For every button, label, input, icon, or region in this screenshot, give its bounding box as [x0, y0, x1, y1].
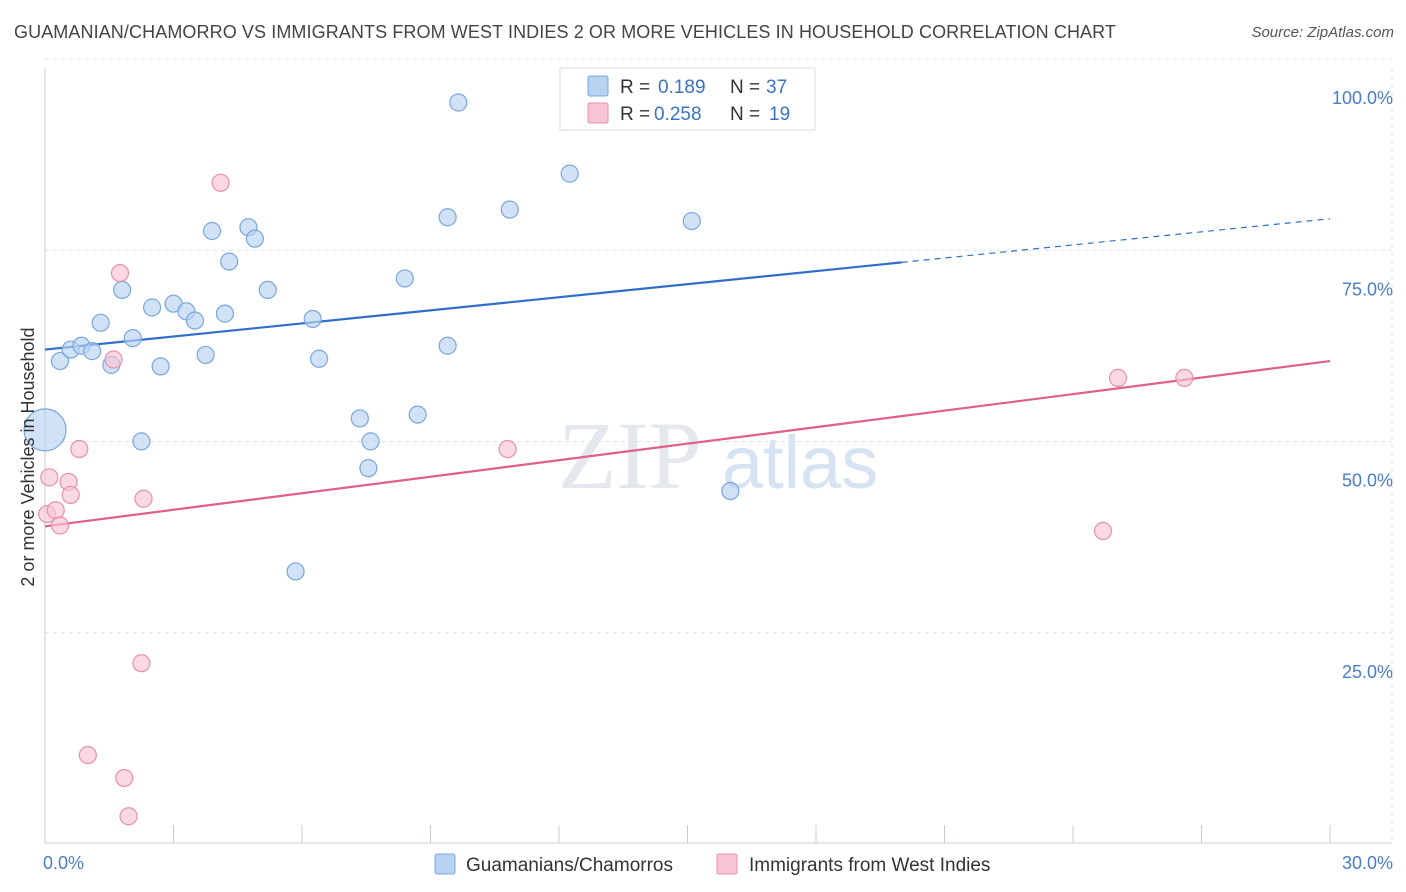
- guamanian-point-14: [185, 311, 205, 330]
- legend-r-value-1: 0.189: [658, 77, 706, 98]
- y-axis-label: 2 or more Vehicles in Household: [18, 327, 38, 586]
- legend-n-value-1: 37: [766, 77, 787, 98]
- guamanian-point-17: [215, 304, 234, 323]
- guamanian-point-26: [359, 459, 378, 478]
- west-indies-point-12: [132, 654, 151, 673]
- legend-swatch-pink: [587, 102, 609, 124]
- bottom-legend-swatch-pink: [716, 853, 738, 875]
- x-tick-label-1: 30.0%: [1342, 853, 1393, 873]
- legend-r-label-2: R =: [620, 104, 650, 125]
- y-tick-label-1: 75.0%: [1342, 279, 1393, 299]
- series-west-indies-points: [38, 173, 1194, 826]
- legend-n-value-2: 19: [769, 104, 790, 125]
- guamanian-point-8: [123, 329, 142, 348]
- guamanian-point-27: [361, 432, 380, 451]
- legend-swatch-blue: [587, 75, 609, 97]
- guamanian-point-34: [560, 164, 579, 183]
- guamanian-point-7: [112, 280, 132, 300]
- y-tick-label-0: 100.0%: [1332, 88, 1393, 108]
- guamanian-point-21: [258, 280, 277, 300]
- guamanian-point-9: [132, 432, 151, 451]
- watermark: ZIP atlas: [558, 402, 878, 509]
- guamanian-point-11: [151, 357, 170, 376]
- legend-r-label-1: R =: [620, 77, 650, 98]
- guamanian-point-20: [245, 229, 264, 248]
- watermark-atlas: atlas: [722, 421, 878, 504]
- west-indies-point-14: [211, 173, 230, 192]
- guamanian-point-22: [286, 562, 305, 581]
- legend-r-value-2: 0.258: [654, 104, 702, 125]
- guamanian-point-36: [721, 482, 740, 501]
- west-indies-point-9: [110, 263, 130, 283]
- guamanian-point-1: [50, 351, 70, 371]
- west-indies-point-16: [1093, 521, 1113, 540]
- guamanian-point-24: [310, 349, 329, 368]
- west-indies-point-3: [50, 516, 70, 535]
- chart-title: GUAMANIAN/CHAMORRO VS IMMIGRANTS FROM WE…: [14, 22, 1117, 42]
- west-indies-point-13: [134, 489, 153, 508]
- guamanian-point-30: [438, 208, 457, 227]
- guamanian-point-15: [196, 345, 215, 365]
- trend-line-guamanians: [44, 261, 902, 351]
- legend-n-label-2: N =: [730, 104, 760, 125]
- bottom-legend-label-guamanians: Guamanians/Chamorros: [466, 855, 673, 876]
- guamanian-point-35: [682, 211, 701, 231]
- trend-lines: [44, 218, 1331, 528]
- guamanian-point-16: [202, 221, 222, 241]
- trend-line-west-indies: [44, 359, 1331, 528]
- guamanian-point-0: [23, 408, 67, 452]
- west-indies-point-6: [70, 439, 89, 459]
- tick-labels: 100.0% 75.0% 50.0% 25.0% 0.0% 30.0%: [43, 88, 1393, 873]
- axes: [44, 68, 1392, 844]
- guamanian-point-10: [142, 298, 162, 317]
- west-indies-point-11: [119, 807, 138, 826]
- guamanian-point-32: [449, 93, 468, 112]
- trend-line-guamanians-extension: [901, 218, 1331, 263]
- west-indies-point-7: [78, 745, 97, 765]
- west-indies-point-1: [40, 468, 59, 487]
- y-tick-label-3: 25.0%: [1342, 662, 1393, 682]
- bottom-legend-swatch-blue: [434, 853, 456, 875]
- west-indies-point-15: [498, 439, 517, 459]
- source-credit: Source: ZipAtlas.com: [1251, 24, 1394, 41]
- west-indies-point-5: [61, 485, 80, 505]
- watermark-zip: ZIP: [558, 402, 702, 509]
- west-indies-point-17: [1108, 368, 1128, 387]
- west-indies-point-10: [115, 768, 134, 788]
- gridlines: [45, 58, 1393, 843]
- guamanian-point-23: [303, 309, 322, 329]
- guamanian-point-33: [500, 200, 519, 219]
- guamanian-point-28: [395, 269, 414, 288]
- x-tick-label-0: 0.0%: [43, 853, 84, 873]
- legend-n-label-1: N =: [730, 77, 760, 98]
- series-guamanians-points: [23, 93, 740, 581]
- guamanian-point-5: [91, 313, 110, 332]
- y-tick-label-2: 50.0%: [1342, 471, 1393, 491]
- west-indies-point-8: [104, 350, 123, 369]
- guamanian-point-31: [438, 336, 457, 355]
- guamanian-point-18: [220, 252, 239, 271]
- west-indies-point-2: [46, 501, 65, 520]
- guamanian-point-4: [83, 342, 102, 361]
- guamanian-point-29: [408, 405, 427, 424]
- correlation-legend: R = 0.189 N = 37 R = 0.258 N = 19: [559, 67, 816, 131]
- bottom-legend-label-west-indies: Immigrants from West Indies: [749, 855, 990, 876]
- guamanian-point-25: [350, 409, 369, 428]
- series-legend: Guamanians/Chamorros Immigrants from Wes…: [434, 853, 990, 876]
- west-indies-point-18: [1175, 368, 1194, 387]
